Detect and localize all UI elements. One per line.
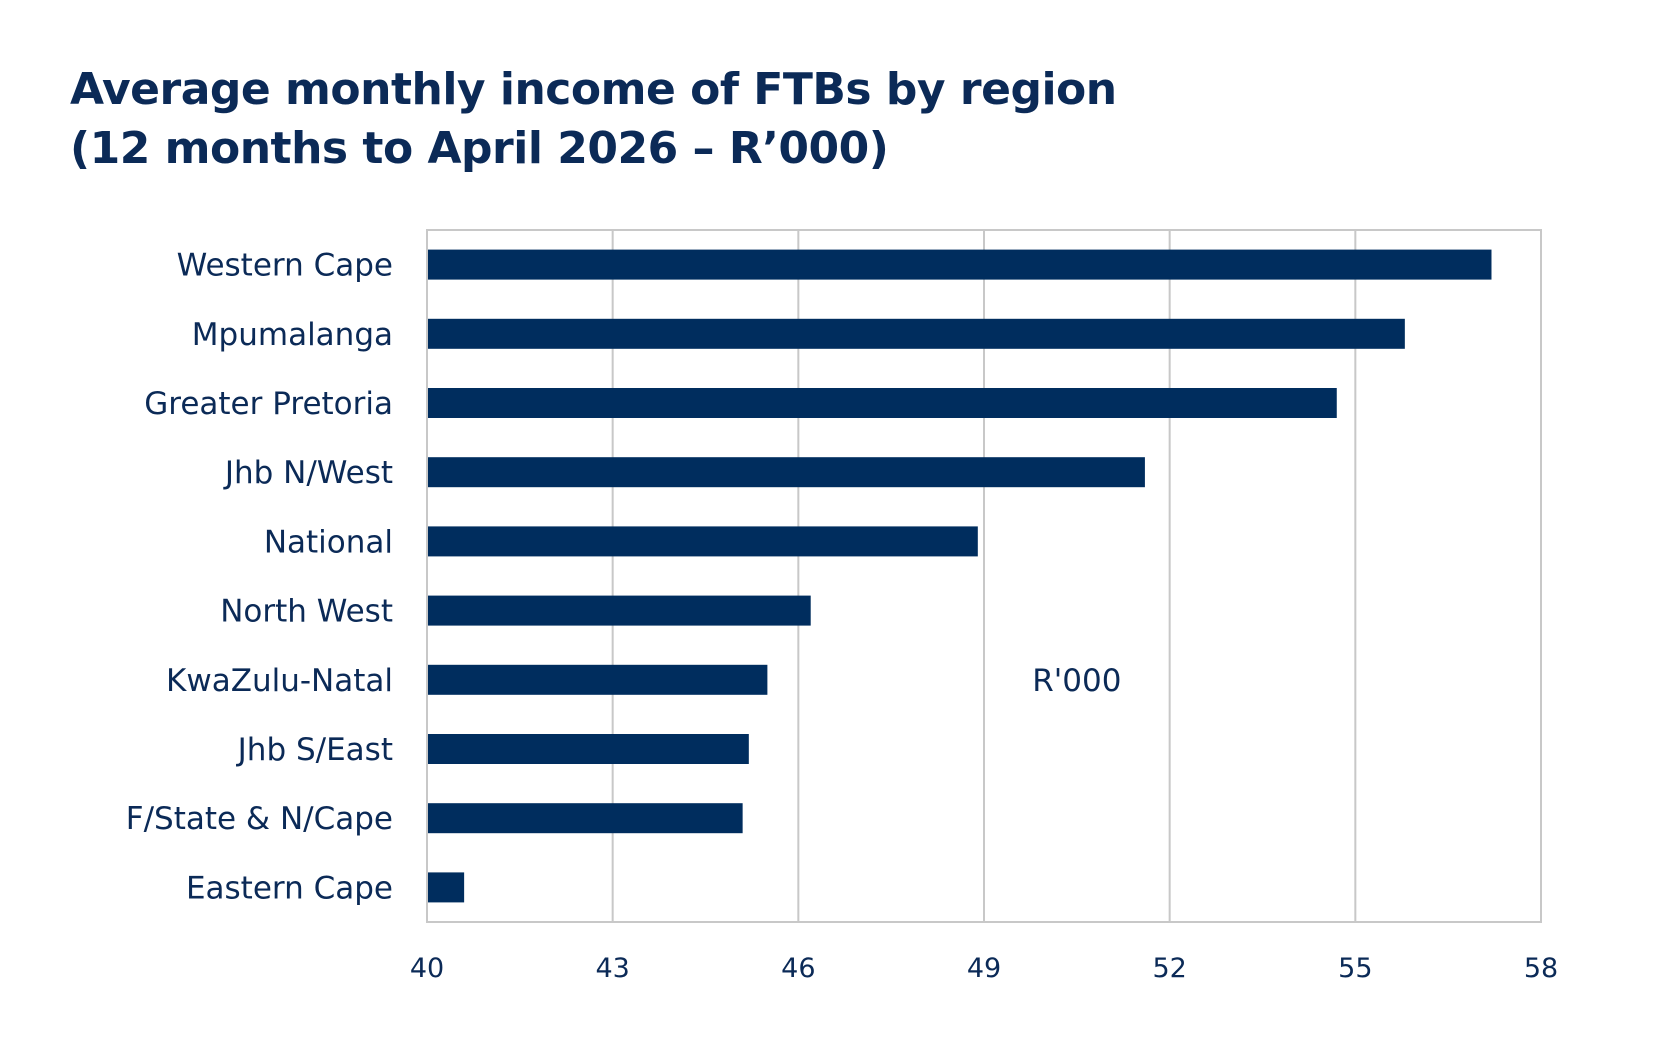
bar bbox=[428, 872, 465, 903]
chart-title-line1: Average monthly income of FTBs by region bbox=[70, 64, 1117, 115]
category-label: Jhb N/West bbox=[223, 455, 393, 491]
category-label: North West bbox=[220, 594, 393, 630]
x-tick-label: 58 bbox=[1524, 953, 1558, 984]
x-tick-labels: 40 43 46 49 52 55 58 bbox=[410, 953, 1558, 984]
category-label: Western Cape bbox=[177, 248, 393, 284]
chart-title: Average monthly income of FTBs by region… bbox=[70, 60, 1117, 178]
category-label: Mpumalanga bbox=[192, 317, 393, 353]
bar bbox=[428, 249, 1492, 280]
category-label: Eastern Cape bbox=[186, 870, 393, 906]
x-tick-label: 52 bbox=[1152, 953, 1186, 984]
x-tick-label: 55 bbox=[1338, 953, 1372, 984]
bar bbox=[428, 526, 978, 557]
bar bbox=[428, 457, 1145, 488]
category-label: KwaZulu-Natal bbox=[166, 663, 393, 699]
category-label: Jhb S/East bbox=[236, 732, 393, 768]
bar bbox=[428, 318, 1405, 349]
x-tick-label: 46 bbox=[781, 953, 815, 984]
bar bbox=[428, 595, 811, 626]
x-tick-label: 49 bbox=[967, 953, 1001, 984]
unit-annotation: R'000 bbox=[1032, 663, 1121, 699]
category-label: National bbox=[264, 524, 393, 560]
bar bbox=[428, 734, 749, 764]
bar bbox=[428, 803, 743, 834]
plot-frame bbox=[426, 229, 1542, 923]
category-label: F/State & N/Cape bbox=[126, 801, 393, 837]
x-tick-label: 43 bbox=[595, 953, 629, 984]
category-labels: Western Cape Mpumalanga Greater Pretoria Jh… bbox=[126, 248, 393, 907]
chart-title-line2: (12 months to April 2026 – R’000) bbox=[70, 123, 889, 174]
bar bbox=[428, 664, 768, 695]
x-tick-label: 40 bbox=[410, 953, 444, 984]
category-label: Greater Pretoria bbox=[144, 386, 393, 422]
bar bbox=[428, 388, 1337, 418]
bars bbox=[428, 249, 1492, 903]
